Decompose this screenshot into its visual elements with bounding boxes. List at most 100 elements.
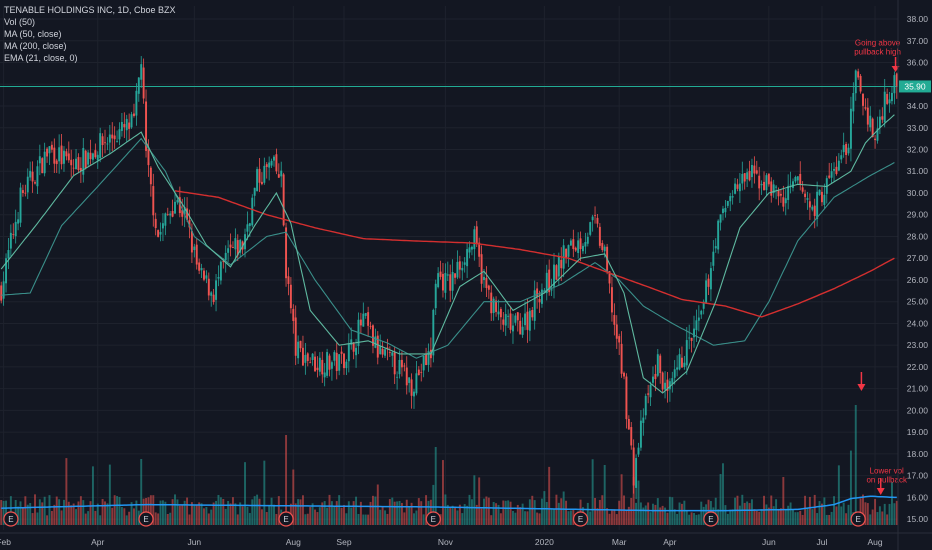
candle-body bbox=[292, 308, 295, 321]
candle-body bbox=[282, 174, 285, 226]
volume-bar bbox=[384, 510, 386, 525]
volume-bar bbox=[328, 494, 331, 525]
candle-body bbox=[161, 223, 164, 229]
volume-bar bbox=[251, 499, 254, 525]
candle-body bbox=[408, 377, 411, 383]
price-tick-label: 20.00 bbox=[907, 405, 929, 415]
price-tick-label: 15.00 bbox=[907, 514, 929, 524]
candle-body bbox=[811, 206, 814, 210]
candle-body bbox=[306, 353, 309, 361]
volume-bar bbox=[413, 513, 415, 525]
volume-bar bbox=[55, 496, 58, 525]
candle-body bbox=[603, 246, 606, 252]
candle-body bbox=[65, 151, 68, 157]
volume-bar bbox=[635, 502, 638, 525]
candle-body bbox=[688, 337, 691, 339]
earnings-marker-label: E bbox=[855, 515, 860, 524]
volume-bar bbox=[799, 510, 802, 525]
volume-bar bbox=[468, 494, 471, 525]
volume-bar bbox=[381, 507, 384, 525]
legend-ma50[interactable]: MA (50, close) bbox=[4, 29, 62, 39]
candle-body bbox=[55, 160, 58, 165]
candle-body bbox=[695, 320, 698, 331]
candle-body bbox=[437, 273, 440, 288]
volume-bar bbox=[895, 500, 898, 525]
volume-bar bbox=[526, 511, 529, 525]
time-tick-label: Feb bbox=[0, 537, 11, 547]
volume-bar bbox=[178, 505, 181, 525]
volume-bar bbox=[758, 511, 761, 525]
candle-body bbox=[659, 355, 662, 374]
volume-bar bbox=[309, 507, 312, 525]
candle-body bbox=[12, 234, 15, 235]
candle-body bbox=[895, 73, 898, 86]
candle-body bbox=[755, 170, 758, 174]
volume-bar bbox=[248, 513, 251, 525]
candle-body bbox=[512, 325, 514, 332]
candle-body bbox=[304, 354, 307, 363]
volume-bar bbox=[847, 504, 850, 525]
volume-bar bbox=[678, 502, 681, 525]
candle-body bbox=[579, 238, 582, 250]
volume-bar bbox=[43, 496, 46, 525]
candle-body bbox=[468, 247, 471, 253]
candle-body bbox=[318, 357, 321, 372]
candle-body bbox=[270, 160, 273, 166]
candle-body bbox=[239, 239, 242, 253]
time-tick-label: Aug bbox=[286, 537, 301, 547]
volume-bar bbox=[152, 495, 155, 525]
candlesticks[interactable] bbox=[0, 56, 898, 499]
candle-body bbox=[212, 294, 215, 303]
candle-body bbox=[29, 170, 32, 178]
volume-bar bbox=[75, 509, 78, 525]
volume-bar bbox=[512, 510, 514, 525]
candle-body bbox=[661, 372, 664, 390]
legend-symbol[interactable]: TENABLE HOLDINGS INC, 1D, Cboe BZX bbox=[4, 5, 176, 15]
candle-body bbox=[820, 191, 823, 203]
volume-bar bbox=[58, 499, 61, 525]
volume-bar bbox=[647, 502, 650, 525]
candle-body bbox=[705, 280, 708, 303]
volume-bar bbox=[567, 511, 570, 525]
volume-bar bbox=[273, 504, 275, 525]
candle-body bbox=[417, 369, 420, 376]
candle-body bbox=[741, 173, 744, 184]
candle-body bbox=[207, 278, 210, 296]
candle-body bbox=[567, 245, 570, 257]
candle-body bbox=[323, 372, 326, 378]
candle-body bbox=[707, 278, 710, 287]
candle-body bbox=[152, 186, 155, 216]
legend-ma200[interactable]: MA (200, close) bbox=[4, 41, 67, 51]
volume-bar bbox=[649, 512, 652, 525]
time-axis[interactable]: Feb Apr Jun Aug Sep Nov 2020 Mar Apr Jun Jul Aug bbox=[0, 532, 932, 547]
volume-bar bbox=[849, 450, 852, 525]
volume-bar bbox=[422, 514, 425, 525]
volume-bar bbox=[340, 507, 343, 525]
volume-bar bbox=[60, 510, 63, 525]
candle-body bbox=[845, 143, 848, 156]
candle-body bbox=[808, 201, 811, 208]
volume-bar bbox=[871, 509, 874, 525]
volume-bar bbox=[26, 504, 29, 525]
volume-bar bbox=[615, 514, 618, 525]
volume-bar bbox=[244, 462, 246, 525]
volume-bar bbox=[555, 494, 558, 525]
candle-body bbox=[760, 183, 763, 186]
volume-bar bbox=[118, 496, 121, 525]
price-tick-label: 27.00 bbox=[907, 253, 929, 263]
candle-body bbox=[227, 248, 230, 253]
legend-ema21[interactable]: EMA (21, close, 0) bbox=[4, 53, 78, 63]
candle-body bbox=[309, 362, 312, 364]
volume-bar bbox=[292, 469, 295, 525]
legend-vol[interactable]: Vol (50) bbox=[4, 17, 36, 27]
volume-bar bbox=[495, 503, 498, 525]
earnings-marker bbox=[278, 511, 294, 527]
candle-body bbox=[545, 272, 548, 294]
candle-body bbox=[507, 315, 510, 317]
volume-bar bbox=[241, 506, 244, 525]
candle-body bbox=[43, 151, 46, 174]
candle-body bbox=[376, 335, 379, 358]
volume-bar bbox=[463, 504, 466, 525]
